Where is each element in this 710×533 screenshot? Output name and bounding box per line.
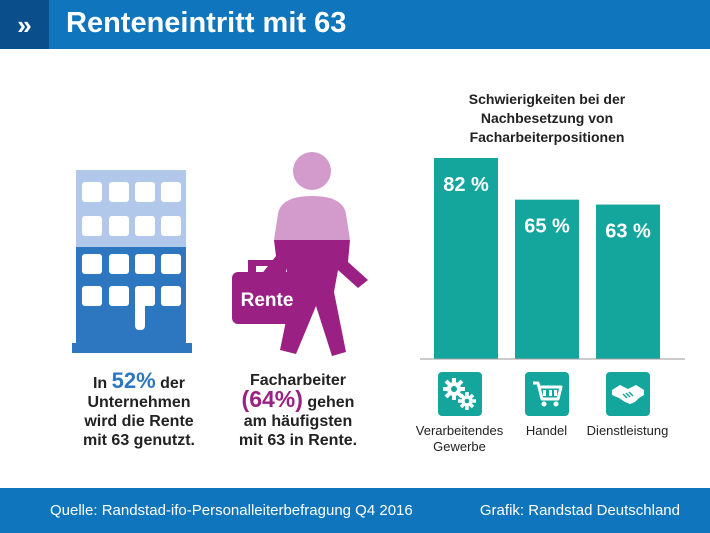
page-title: Renteneintritt mit 63 bbox=[66, 7, 347, 39]
bar bbox=[434, 158, 498, 359]
bar-chart: Schwierigkeiten bei der Nachbesetzung von… bbox=[420, 91, 685, 360]
footer-credit: Grafik: Randstad Deutschland bbox=[479, 502, 680, 519]
chart-title-line: Facharbeiterpositionen bbox=[470, 129, 625, 145]
category-label: Verarbeitendes Gewerbe bbox=[410, 423, 510, 455]
category-label: Handel bbox=[497, 423, 597, 439]
bar-value-label: 82 % bbox=[443, 174, 489, 196]
stat-companies: In 52% der Unternehmen wird die Rente mi… bbox=[60, 368, 218, 450]
footer-source: Quelle: Randstad-ifo-Personalleiterbefra… bbox=[50, 502, 413, 519]
stat-companies-line4: mit 63 genutzt. bbox=[82, 432, 195, 449]
stat-workers-suffix: gehen bbox=[302, 394, 355, 411]
stat-workers-value: (64%) bbox=[241, 386, 303, 412]
handshake-icon bbox=[605, 372, 650, 416]
gears-icon bbox=[437, 372, 482, 416]
stat-workers-line3: am häufigsten bbox=[243, 413, 353, 430]
stat-companies-line3: wird die Rente bbox=[84, 413, 194, 430]
category-label: Dienstleistung bbox=[578, 423, 678, 439]
stat-workers: Facharbeiter (64%) gehen am häufigsten m… bbox=[212, 371, 384, 450]
bar-value-label: 65 % bbox=[524, 216, 570, 238]
stat-companies-prefix: In bbox=[92, 375, 112, 392]
chart-title-line: Nachbesetzung von bbox=[481, 110, 613, 126]
bar bbox=[596, 204, 660, 359]
bar bbox=[515, 199, 579, 359]
stat-companies-line2: Unternehmen bbox=[87, 394, 191, 411]
chevron-right-icon: » bbox=[0, 0, 49, 49]
chart-title: Schwierigkeiten bei der Nachbesetzung von… bbox=[469, 91, 626, 145]
stat-companies-value: 52% bbox=[111, 368, 156, 393]
header-bar: » Renteneintritt mit 63 bbox=[0, 0, 710, 49]
briefcase-label: Rente bbox=[241, 290, 294, 311]
category-label-line: Gewerbe bbox=[433, 439, 486, 454]
stat-workers-line4: mit 63 in Rente. bbox=[238, 432, 358, 449]
stat-companies-suffix: der bbox=[155, 375, 186, 392]
office-building-icon bbox=[72, 170, 192, 353]
stat-workers-line1: Facharbeiter bbox=[249, 372, 347, 389]
category-label-line: Handel bbox=[525, 423, 568, 438]
category-label-line: Verarbeitendes bbox=[415, 423, 504, 438]
walking-worker-icon: Rente bbox=[232, 152, 368, 356]
chart-title-line: Schwierigkeiten bei der bbox=[469, 91, 626, 107]
footer-bar: Quelle: Randstad-ifo-Personalleiterbefra… bbox=[0, 488, 710, 533]
category-label-line: Dienstleistung bbox=[586, 423, 669, 438]
bar-value-label: 63 % bbox=[605, 221, 651, 243]
shopping-cart-icon bbox=[524, 372, 569, 416]
